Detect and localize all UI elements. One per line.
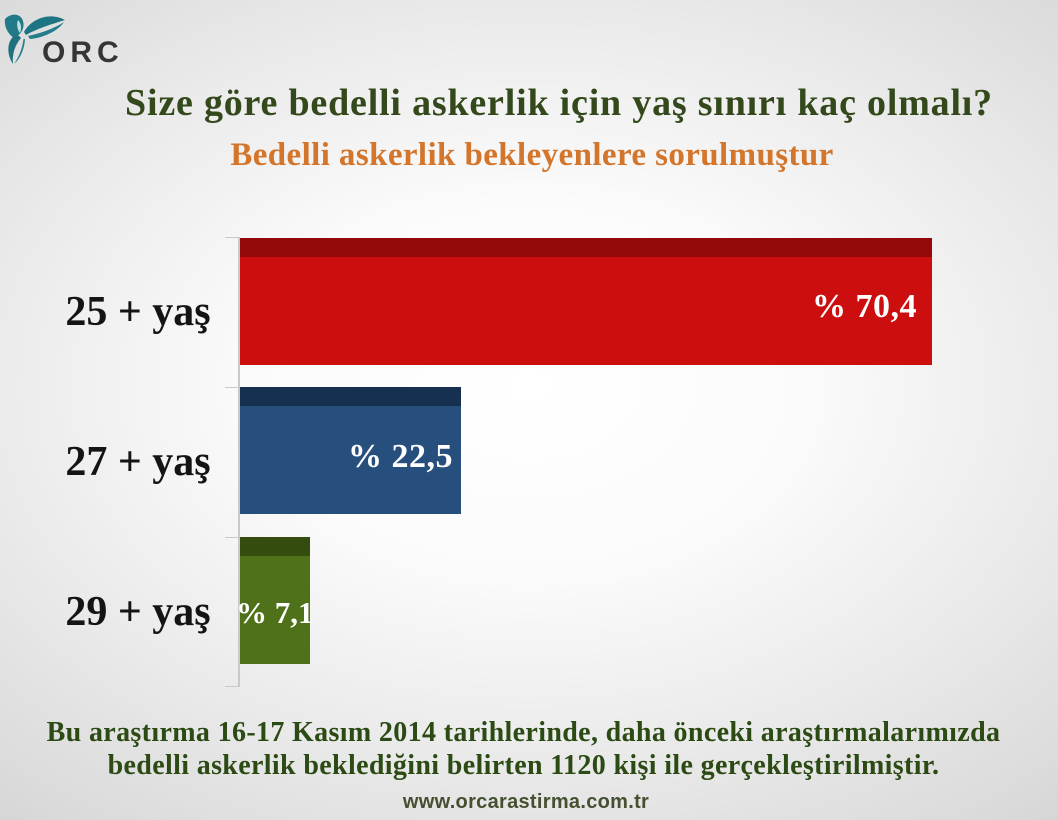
svg-text:ORC: ORC xyxy=(42,36,124,69)
